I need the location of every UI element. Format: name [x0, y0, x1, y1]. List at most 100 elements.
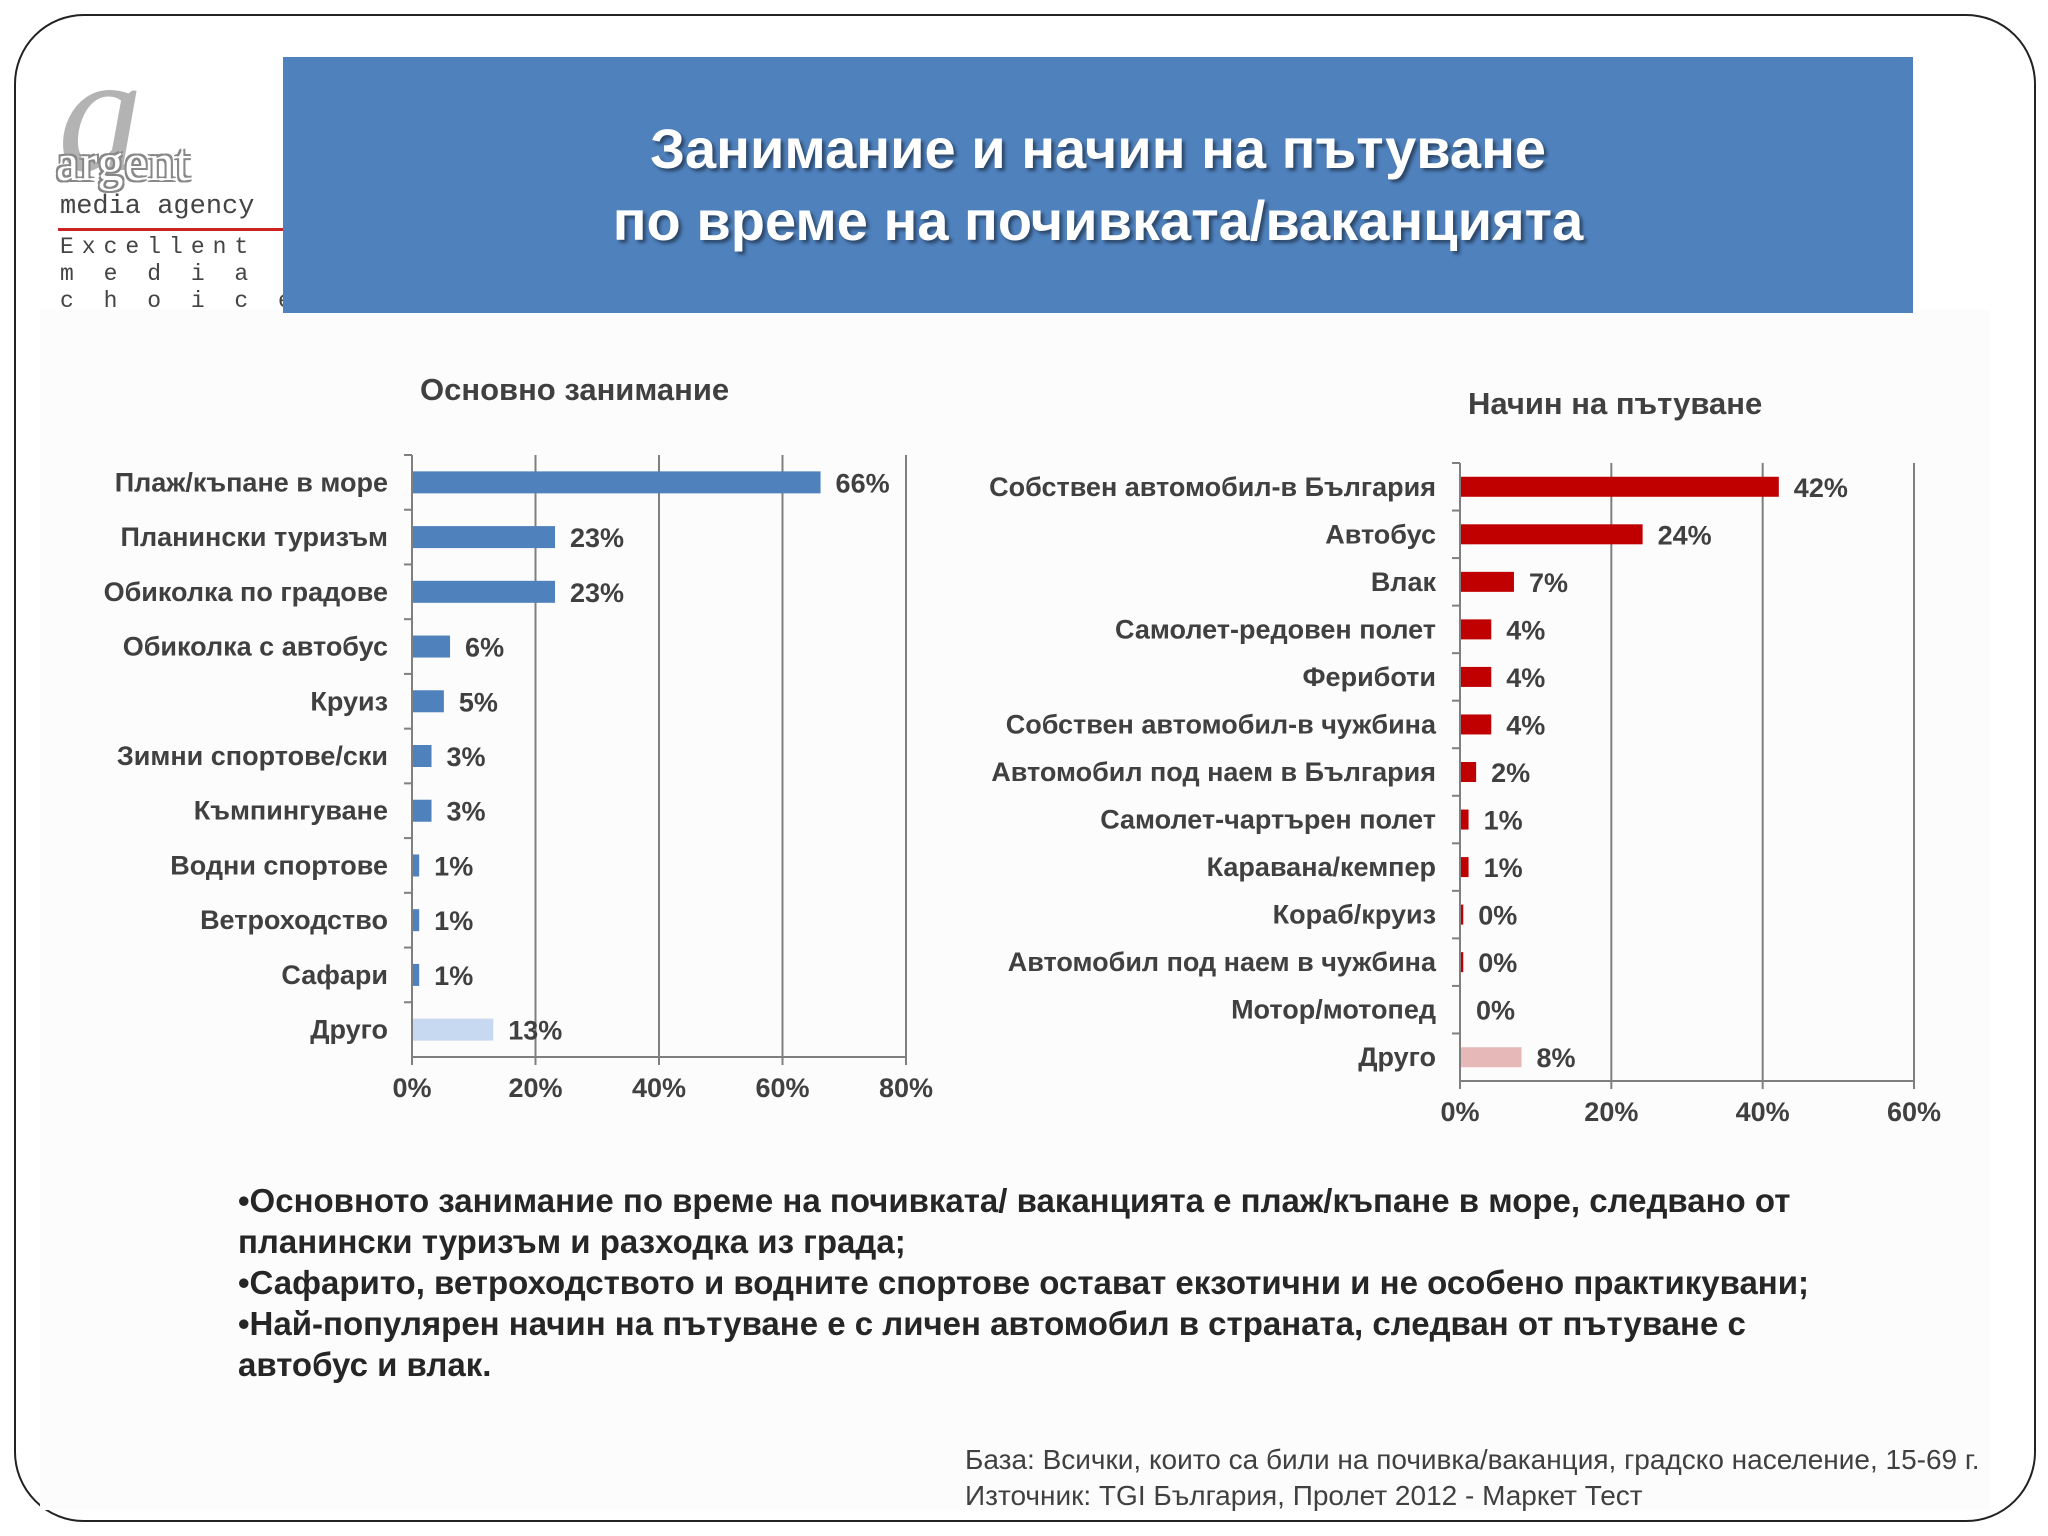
data-label: 8% [1537, 1043, 1576, 1073]
x-tick-label: 20% [1584, 1097, 1638, 1127]
chart-2-title: Начин на пътуване [1468, 386, 1763, 421]
category-label: Плаж/къпане в море [115, 467, 388, 497]
data-label: 3% [447, 797, 486, 827]
bar [413, 909, 420, 932]
bar [1461, 666, 1492, 687]
bar [1461, 904, 1464, 925]
bar [413, 690, 444, 713]
data-label: 4% [1506, 615, 1545, 645]
category-label: Мотор/мотопед [1231, 995, 1436, 1025]
data-label: 4% [1506, 663, 1545, 693]
data-label: 6% [465, 633, 504, 663]
x-tick-label: 40% [632, 1073, 686, 1103]
bar [1461, 762, 1477, 782]
bar [413, 471, 821, 494]
category-label: Собствен автомобил-в чужбина [1006, 709, 1437, 739]
category-label: Ветроходство [200, 905, 388, 935]
category-label: Водни спортове [170, 850, 388, 880]
x-tick-label: 60% [755, 1073, 809, 1103]
x-tick-label: 0% [1440, 1097, 1479, 1127]
bar [1461, 476, 1779, 497]
x-tick-label: 40% [1736, 1097, 1790, 1127]
bar [413, 635, 451, 658]
data-label: 7% [1529, 568, 1568, 598]
category-label: Друго [310, 1015, 388, 1045]
logo-mark: a [58, 19, 143, 207]
slide-background [40, 310, 1990, 1510]
bar [1461, 571, 1514, 592]
data-label: 0% [1478, 901, 1517, 931]
bar [413, 1018, 494, 1041]
chart-1-title: Основно занимание [420, 372, 730, 407]
category-label: Собствен автомобил-в България [989, 472, 1436, 502]
data-label: 0% [1476, 996, 1515, 1026]
data-label: 4% [1506, 710, 1545, 740]
x-tick-label: 80% [879, 1073, 933, 1103]
title-banner: Занимание и начин на пътуване по време н… [283, 57, 1913, 313]
category-label: Самолет-чартърен полет [1100, 805, 1436, 835]
footnote-source: Източник: TGI България, Пролет 2012 - Ма… [965, 1480, 1643, 1511]
bar [1461, 952, 1464, 973]
page-title-line-2: по време на почивката/ваканцията [612, 189, 1584, 252]
bar [1461, 809, 1469, 830]
x-tick-label: 60% [1887, 1097, 1941, 1127]
footnote: База: Всички, които са били на почивка/в… [965, 1442, 1979, 1514]
category-label: Къмпингуване [194, 796, 388, 826]
category-label: Автомобил под наем в България [991, 757, 1436, 787]
bar [413, 745, 432, 767]
category-label: Каравана/кемпер [1207, 852, 1436, 882]
data-label: 5% [459, 687, 498, 717]
bar [413, 526, 556, 549]
category-label: Планински туризъм [121, 522, 388, 552]
bar [1461, 1047, 1522, 1068]
data-label: 24% [1658, 520, 1712, 550]
bullet-1: •Основното занимание по време на почивка… [238, 1182, 1791, 1260]
argent-logo: a argent media agency Excellent m e d i a… [52, 28, 308, 320]
data-label: 23% [570, 523, 624, 553]
bar [1461, 857, 1469, 878]
category-label: Кораб/круиз [1273, 900, 1436, 930]
bar [413, 580, 556, 603]
data-label: 1% [434, 906, 473, 936]
summary-bullets: •Основното занимание по време на почивка… [238, 1180, 1878, 1385]
category-label: Фериботи [1303, 662, 1436, 692]
category-label: Обиколка по градове [104, 577, 388, 607]
category-label: Обиколка с автобус [123, 632, 388, 662]
data-label: 13% [508, 1016, 562, 1046]
category-label: Круиз [310, 686, 388, 716]
bullet-3: •Най-популярен начин на пътуване е с лич… [238, 1305, 1746, 1383]
logo-tagline-2: m e d i a [60, 261, 257, 287]
bar [413, 799, 432, 822]
data-label: 42% [1794, 473, 1848, 503]
logo-subtitle: media agency [60, 192, 255, 222]
category-label: Самолет-редовен полет [1115, 614, 1436, 644]
data-label: 1% [434, 851, 473, 881]
data-label: 1% [1484, 806, 1523, 836]
x-tick-label: 20% [508, 1073, 562, 1103]
category-label: Зимни спортове/ски [117, 741, 388, 771]
logo-divider [58, 228, 308, 231]
category-label: Автобус [1325, 519, 1436, 549]
logo-tagline-1: Excellent [60, 234, 257, 260]
data-label: 1% [1484, 853, 1523, 883]
category-label: Автомобил под наем в чужбина [1008, 947, 1437, 977]
footnote-base: База: Всички, които са били на почивка/в… [965, 1444, 1980, 1475]
page-title-line-1: Занимание и начин на пътуване [649, 117, 1547, 180]
data-label: 1% [434, 961, 473, 991]
category-label: Сафари [281, 960, 388, 990]
bar [1461, 524, 1643, 545]
bar [413, 963, 420, 986]
data-label: 0% [1478, 948, 1517, 978]
data-label: 66% [836, 468, 890, 498]
logo-word: argent [56, 135, 191, 192]
bar [1461, 714, 1492, 735]
data-label: 23% [570, 578, 624, 608]
bar [1461, 619, 1492, 640]
bullet-2: •Сафарито, ветроходството и водните спор… [238, 1264, 1810, 1301]
category-label: Влак [1371, 567, 1437, 597]
category-label: Друго [1358, 1042, 1436, 1072]
data-label: 3% [447, 742, 486, 772]
bar [413, 854, 420, 877]
